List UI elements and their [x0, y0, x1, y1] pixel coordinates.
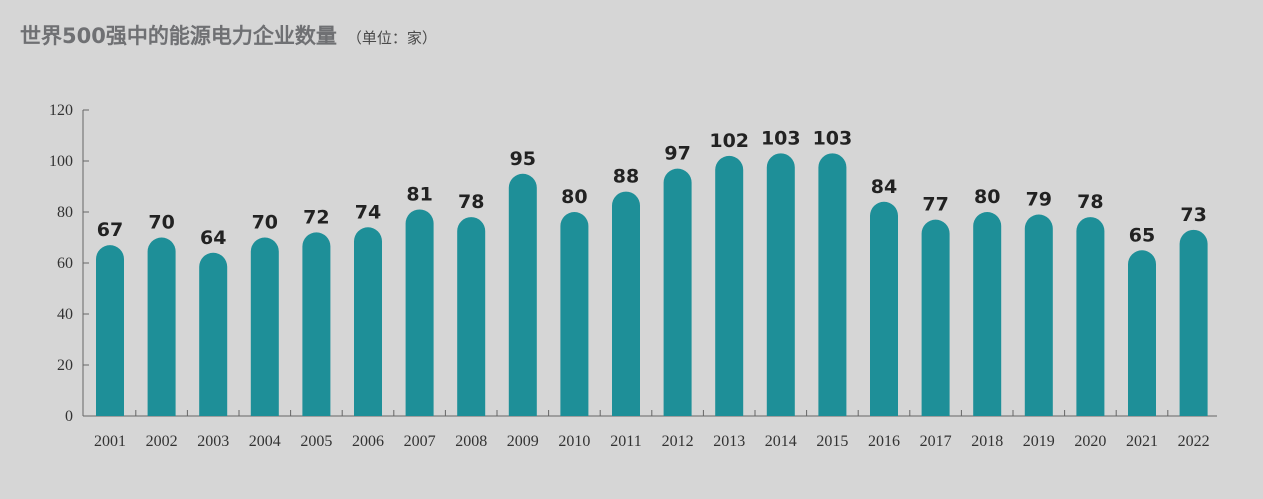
data-label: 72: [303, 206, 329, 228]
bar: [354, 227, 382, 416]
x-tick-label: 2013: [713, 433, 745, 450]
bar: [1179, 229, 1208, 416]
x-tick-label: 2020: [1074, 433, 1106, 450]
bar: [147, 237, 176, 416]
x-tick-label: 2018: [971, 433, 1003, 450]
bar: [973, 212, 1002, 416]
x-tick-label: 2019: [1023, 433, 1055, 450]
x-tick-label: 2010: [558, 433, 590, 450]
y-tick-label: 120: [49, 102, 73, 119]
bar: [302, 232, 331, 416]
bar: [560, 212, 589, 416]
unit-label: （单位：家）: [346, 29, 437, 47]
bar: [818, 153, 847, 416]
data-label: 95: [510, 148, 536, 170]
data-label: 65: [1129, 224, 1155, 246]
x-tick-label: 2008: [455, 433, 487, 450]
y-tick-label: 40: [57, 306, 73, 323]
x-tick-label: 2022: [1178, 433, 1210, 450]
bar: [1076, 217, 1105, 416]
data-label: 77: [922, 194, 948, 216]
y-tick-label: 20: [57, 357, 73, 374]
x-tick-label: 2006: [352, 433, 384, 450]
x-tick-label: 2021: [1126, 433, 1158, 450]
bar: [766, 153, 795, 416]
data-label: 74: [355, 201, 381, 223]
bar: [96, 245, 125, 416]
y-tick-label: 60: [57, 255, 73, 272]
bar: [457, 217, 486, 416]
y-tick-label: 80: [57, 204, 73, 221]
data-label: 79: [1026, 189, 1052, 211]
data-label: 78: [458, 191, 484, 213]
x-tick-label: 2015: [816, 433, 848, 450]
data-label: 103: [761, 127, 801, 149]
data-label: 80: [974, 186, 1000, 208]
bar: [508, 173, 537, 416]
x-tick-label: 2004: [249, 433, 281, 450]
data-label: 64: [200, 227, 226, 249]
bar: [1128, 250, 1156, 416]
bar: [715, 155, 744, 416]
x-tick-label: 2005: [300, 433, 332, 450]
bar: [663, 168, 692, 416]
data-label: 97: [664, 143, 690, 165]
data-label: 84: [871, 176, 897, 198]
x-tick-label: 2002: [146, 433, 178, 450]
data-label: 81: [406, 183, 432, 205]
x-tick-label: 2009: [507, 433, 539, 450]
x-tick-label: 2014: [765, 433, 797, 450]
chart-title: 世界500强中的能源电力企业数量: [20, 24, 337, 48]
data-label: 78: [1077, 191, 1103, 213]
x-tick-label: 2016: [868, 433, 900, 450]
data-label: 70: [148, 212, 174, 234]
data-label: 88: [613, 166, 639, 188]
bar: [612, 191, 640, 416]
y-tick-label: 0: [65, 408, 73, 425]
data-label: 73: [1180, 204, 1206, 226]
x-tick-label: 2007: [404, 433, 436, 450]
x-tick-label: 2003: [197, 433, 229, 450]
bar: [199, 252, 228, 416]
bar: [250, 237, 279, 416]
x-tick-label: 2017: [920, 433, 952, 450]
bar: [870, 201, 898, 416]
data-label: 103: [813, 127, 853, 149]
title-row: 世界500强中的能源电力企业数量 （单位：家）: [20, 20, 437, 50]
data-label: 70: [252, 212, 278, 234]
y-tick-label: 100: [49, 153, 73, 170]
data-label: 102: [709, 130, 749, 152]
data-label: 67: [97, 219, 123, 241]
bar: [1024, 214, 1053, 416]
data-label: 80: [561, 186, 587, 208]
x-tick-label: 2011: [610, 433, 641, 450]
bar: [921, 219, 950, 416]
x-tick-label: 2001: [94, 433, 126, 450]
bar: [405, 209, 434, 416]
x-tick-label: 2012: [662, 433, 694, 450]
